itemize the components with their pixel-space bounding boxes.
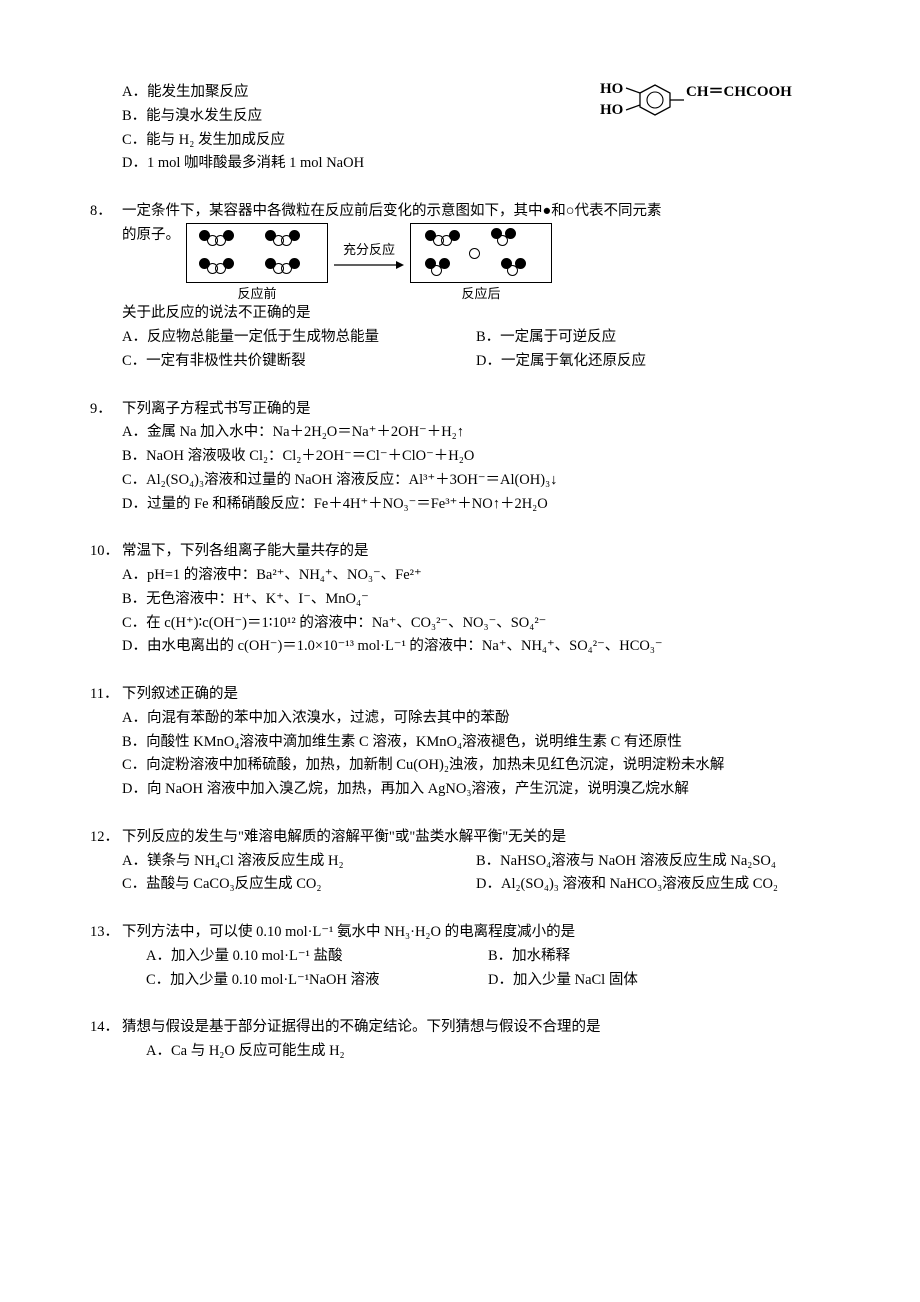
- after-box: [410, 223, 552, 283]
- question-12: 12． 下列反应的发生与"难溶电解质的溶解平衡"或"盐类水解平衡"无关的是 A．…: [90, 827, 830, 896]
- option-10b: B．无色溶液中：H⁺、K⁺、I⁻、MnO₄⁻: [122, 589, 830, 611]
- ho-label-2: HO: [600, 102, 623, 118]
- option-8b: B．一定属于可逆反应: [476, 327, 830, 349]
- question-9: 9． 下列离子方程式书写正确的是 A．金属 Na 加入水中：Na＋2H₂O＝Na…: [90, 399, 830, 516]
- question-14: 14． 猜想与假设是基于部分证据得出的不确定结论。下列猜想与假设不合理的是 A．…: [90, 1017, 830, 1063]
- option-13c: C．加入少量 0.10 mol·L⁻¹NaOH 溶液: [146, 970, 488, 992]
- option-12d: D．Al₂(SO₄)₃ 溶液和 NaHCO₃溶液反应生成 CO₂: [476, 874, 830, 896]
- option-11d: D．向 NaOH 溶液中加入溴乙烷，加热，再加入 AgNO₃溶液，产生沉淀，说明…: [122, 779, 830, 801]
- question-10: 10． 常温下，下列各组离子能大量共存的是 A．pH=1 的溶液中：Ba²⁺、N…: [90, 541, 830, 658]
- molecule-diagram: HO HO CH＝CHCOOH: [600, 78, 830, 130]
- option-12b: B．NaHSO₄溶液与 NaOH 溶液反应生成 Na₂SO₄: [476, 851, 830, 873]
- option-13b: B．加水稀释: [488, 946, 830, 968]
- option-11c: C．向淀粉溶液中加稀硫酸，加热，加新制 Cu(OH)₂浊液，加热未见红色沉淀，说…: [122, 755, 830, 777]
- option-9b: B．NaOH 溶液吸收 Cl₂：Cl₂＋2OH⁻＝Cl⁻＋ClO⁻＋H₂O: [122, 446, 830, 468]
- option-7d: D．1 mol 咖啡酸最多消耗 1 mol NaOH: [122, 153, 830, 175]
- caffeic-acid-structure: HO HO CH＝CHCOOH: [600, 78, 830, 122]
- before-box: [186, 223, 328, 283]
- ho-label-1: HO: [600, 81, 623, 97]
- q8-number: 8．: [90, 201, 122, 223]
- q13-stem: 下列方法中，可以使 0.10 mol·L⁻¹ 氨水中 NH₃·H₂O 的电离程度…: [122, 922, 575, 944]
- q14-number: 14．: [90, 1017, 122, 1039]
- q9-stem: 下列离子方程式书写正确的是: [122, 399, 311, 421]
- question-8: 8． 一定条件下，某容器中各微粒在反应前后变化的示意图如下，其中●和○代表不同元…: [90, 201, 830, 373]
- caption-after: 反应后: [461, 284, 500, 304]
- option-8a: A．反应物总能量一定低于生成物总能量: [122, 327, 476, 349]
- option-9d: D．过量的 Fe 和稀硝酸反应：Fe＋4H⁺＋NO₃⁻＝Fe³⁺＋NO↑＋2H₂…: [122, 494, 830, 516]
- q9-number: 9．: [90, 399, 122, 421]
- option-7c: C．能与 H₂ 发生加成反应: [122, 130, 830, 152]
- option-8c: C．一定有非极性共价键断裂: [122, 351, 476, 373]
- q10-stem: 常温下，下列各组离子能大量共存的是: [122, 541, 369, 563]
- option-11a: A．向混有苯酚的苯中加入浓溴水，过滤，可除去其中的苯酚: [122, 708, 830, 730]
- option-13d: D．加入少量 NaCl 固体: [488, 970, 830, 992]
- q12-stem: 下列反应的发生与"难溶电解质的溶解平衡"或"盐类水解平衡"无关的是: [122, 827, 566, 849]
- question-7-partial: HO HO CH＝CHCOOH A．能发生加聚反应 B．能与溴水发生反应 C．能…: [90, 82, 830, 175]
- q12-number: 12．: [90, 827, 122, 849]
- option-13a: A．加入少量 0.10 mol·L⁻¹ 盐酸: [146, 946, 488, 968]
- option-9a: A．金属 Na 加入水中：Na＋2H₂O＝Na⁺＋2OH⁻＋H₂↑: [122, 422, 830, 444]
- reaction-arrow-icon: [334, 258, 404, 272]
- option-10a: A．pH=1 的溶液中：Ba²⁺、NH₄⁺、NO₃⁻、Fe²⁺: [122, 565, 830, 587]
- q10-number: 10．: [90, 541, 122, 563]
- q13-number: 13．: [90, 922, 122, 944]
- option-12c: C．盐酸与 CaCO₃反应生成 CO₂: [122, 874, 476, 896]
- particle-diagram: 反应前 充分反应: [186, 223, 552, 304]
- q14-stem: 猜想与假设是基于部分证据得出的不确定结论。下列猜想与假设不合理的是: [122, 1017, 601, 1039]
- q8-stem-line2: 的原子。: [122, 223, 180, 247]
- q8-stem-line1: 一定条件下，某容器中各微粒在反应前后变化的示意图如下，其中●和○代表不同元素: [122, 201, 662, 223]
- option-9c: C．Al₂(SO₄)₃溶液和过量的 NaOH 溶液反应：Al³⁺＋3OH⁻＝Al…: [122, 470, 830, 492]
- q11-stem: 下列叙述正确的是: [122, 684, 238, 706]
- q8-stem-line3: 关于此反应的说法不正确的是: [122, 303, 830, 325]
- option-11b: B．向酸性 KMnO₄溶液中滴加维生素 C 溶液，KMnO₄溶液褪色，说明维生素…: [122, 732, 830, 754]
- question-11: 11． 下列叙述正确的是 A．向混有苯酚的苯中加入浓溴水，过滤，可除去其中的苯酚…: [90, 684, 830, 801]
- option-14a: A．Ca 与 H₂O 反应可能生成 H₂: [146, 1041, 830, 1063]
- q11-number: 11．: [90, 684, 122, 706]
- option-10c: C．在 c(H⁺)∶c(OH⁻)＝1∶10¹² 的溶液中：Na⁺、CO₃²⁻、N…: [122, 613, 830, 635]
- option-10d: D．由水电离出的 c(OH⁻)＝1.0×10⁻¹³ mol·L⁻¹ 的溶液中：N…: [122, 636, 830, 658]
- option-8d: D．一定属于氧化还原反应: [476, 351, 830, 373]
- option-12a: A．镁条与 NH₄Cl 溶液反应生成 H₂: [122, 851, 476, 873]
- caption-before: 反应前: [237, 284, 276, 304]
- side-chain: CH＝CHCOOH: [686, 84, 792, 100]
- question-13: 13． 下列方法中，可以使 0.10 mol·L⁻¹ 氨水中 NH₃·H₂O 的…: [90, 922, 830, 991]
